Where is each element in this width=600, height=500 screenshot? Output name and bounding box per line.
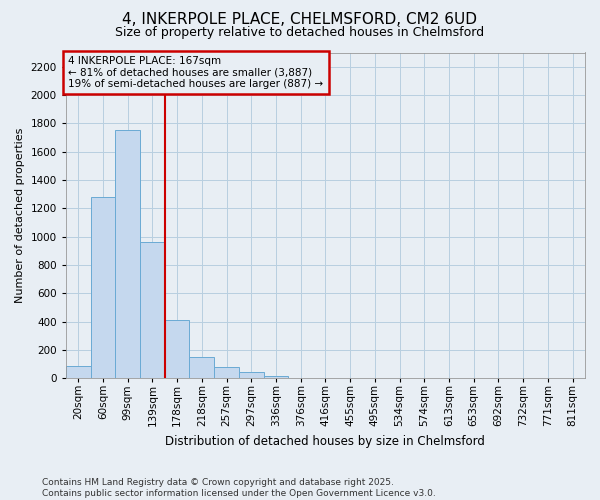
Bar bbox=[91, 197, 115, 378]
Bar bbox=[165, 320, 190, 378]
Text: Size of property relative to detached houses in Chelmsford: Size of property relative to detached ho… bbox=[115, 26, 485, 39]
Bar bbox=[239, 372, 263, 378]
Bar bbox=[66, 366, 91, 378]
Bar bbox=[214, 367, 239, 378]
Bar bbox=[190, 357, 214, 378]
Text: 4 INKERPOLE PLACE: 167sqm
← 81% of detached houses are smaller (3,887)
19% of se: 4 INKERPOLE PLACE: 167sqm ← 81% of detac… bbox=[68, 56, 323, 89]
Bar bbox=[263, 376, 289, 378]
Bar bbox=[140, 242, 165, 378]
Bar bbox=[115, 130, 140, 378]
X-axis label: Distribution of detached houses by size in Chelmsford: Distribution of detached houses by size … bbox=[166, 434, 485, 448]
Text: 4, INKERPOLE PLACE, CHELMSFORD, CM2 6UD: 4, INKERPOLE PLACE, CHELMSFORD, CM2 6UD bbox=[122, 12, 478, 28]
Text: Contains HM Land Registry data © Crown copyright and database right 2025.
Contai: Contains HM Land Registry data © Crown c… bbox=[42, 478, 436, 498]
Y-axis label: Number of detached properties: Number of detached properties bbox=[15, 128, 25, 303]
